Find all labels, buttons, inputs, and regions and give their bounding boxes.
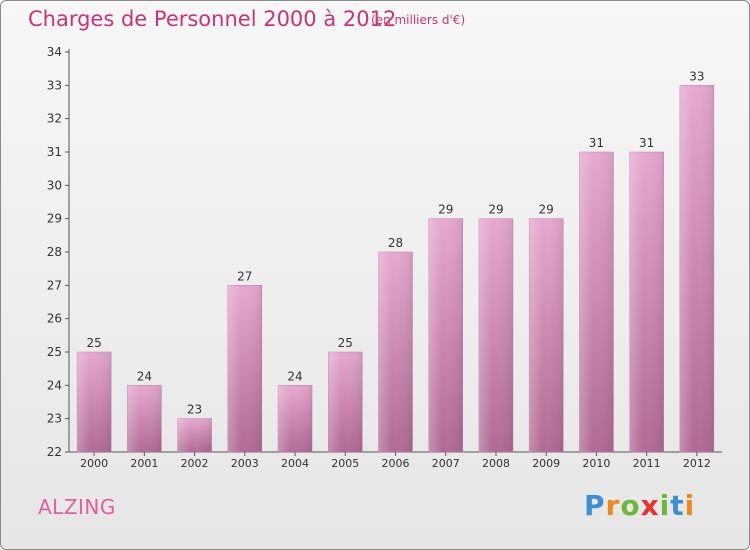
bar-shine: [77, 352, 112, 452]
bar-value-label: 29: [539, 203, 554, 217]
logo-letter: t: [670, 489, 685, 522]
bar-shine: [529, 218, 564, 452]
bar-value-label: 27: [237, 269, 252, 283]
y-tick-label: 25: [47, 345, 62, 359]
y-tick-label: 30: [47, 178, 62, 192]
chart-labels: 25 2000 24 2001 23 2002 27 2003 24 2004 25 2005 28 20…: [80, 69, 711, 470]
bar-shine: [629, 152, 664, 452]
bar-value-label: 25: [86, 336, 101, 350]
bar-value-label: 28: [388, 236, 403, 250]
bar-value-label: 24: [287, 369, 302, 383]
commune-name: ALZING: [38, 495, 116, 519]
chart-subtitle: (en milliers d'€): [371, 13, 466, 27]
x-tick-label: 2012: [683, 457, 711, 470]
bar-shine: [679, 85, 714, 452]
y-tick-label: 34: [47, 45, 62, 59]
y-tick-label: 31: [47, 145, 62, 159]
logo-letter: i: [659, 489, 671, 522]
bar-shine: [428, 218, 463, 452]
bar-value-label: 25: [338, 336, 353, 350]
bar-shine: [278, 385, 313, 452]
bar-value-label: 29: [488, 203, 503, 217]
proxiti-logo: Proxiti: [584, 489, 695, 522]
y-tick-label: 33: [47, 78, 62, 92]
x-tick-label: 2006: [382, 457, 410, 470]
logo-letter: r: [605, 489, 621, 522]
logo-letter: P: [584, 489, 606, 522]
bar-value-label: 33: [689, 69, 704, 83]
x-tick-label: 2007: [432, 457, 460, 470]
y-tick-label: 28: [47, 245, 62, 259]
x-tick-label: 2011: [633, 457, 661, 470]
bar-value-label: 24: [137, 369, 152, 383]
y-tick-label: 23: [47, 412, 62, 426]
x-tick-label: 2002: [181, 457, 209, 470]
x-tick-label: 2008: [482, 457, 510, 470]
bar-shine: [579, 152, 614, 452]
x-tick-label: 2003: [231, 457, 259, 470]
bar-shine: [478, 218, 513, 452]
x-tick-label: 2000: [80, 457, 108, 470]
bar-value-label: 31: [589, 136, 604, 150]
bar-shine: [378, 252, 413, 452]
y-tick-label: 27: [47, 278, 62, 292]
y-tick-label: 22: [47, 445, 62, 459]
x-tick-label: 2004: [281, 457, 309, 470]
bar-shine: [177, 418, 212, 452]
bar-shine: [127, 385, 162, 452]
x-tick-label: 2005: [331, 457, 359, 470]
chart-bars: [76, 85, 715, 453]
bar-value-label: 31: [639, 136, 654, 150]
bar-shine: [328, 352, 363, 452]
logo-letter: i: [684, 489, 696, 522]
x-tick-label: 2009: [532, 457, 560, 470]
y-tick-label: 24: [47, 378, 62, 392]
y-tick-label: 29: [47, 212, 62, 226]
y-tick-label: 26: [47, 312, 62, 326]
chart-axes: 22 23 24 25 26 27 28 29 30 31 32 33 34: [47, 45, 722, 459]
x-tick-label: 2001: [130, 457, 158, 470]
logo-letter: x: [640, 489, 660, 522]
bar-shine: [227, 285, 262, 452]
chart-title: Charges de Personnel 2000 à 2012: [28, 7, 397, 31]
bar-value-label: 29: [438, 203, 453, 217]
logo-letter: o: [620, 489, 641, 522]
y-tick-label: 32: [47, 112, 62, 126]
bar-value-label: 23: [187, 403, 202, 417]
x-tick-label: 2010: [582, 457, 610, 470]
